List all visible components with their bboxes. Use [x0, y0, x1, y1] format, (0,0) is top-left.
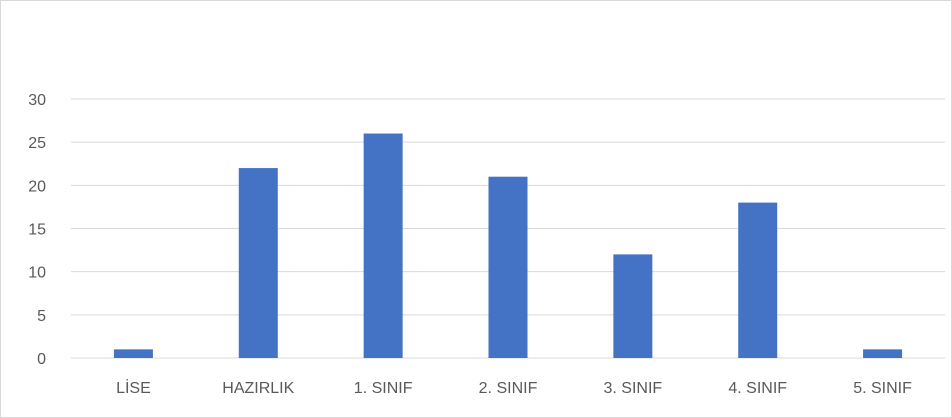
y-tick-label: 10 [28, 265, 46, 282]
bar [364, 134, 403, 358]
x-tick-label: 2. SINIF [479, 380, 538, 397]
y-tick-label: 0 [37, 351, 46, 368]
x-tick-label: LİSE [116, 378, 151, 397]
bar [863, 349, 902, 358]
x-tick-label: 3. SINIF [604, 380, 663, 397]
x-tick-label: 1. SINIF [354, 380, 413, 397]
x-axis-tick-labels: LİSE HAZIRLIK 1. SINIF 2. SINIF 3. SINIF 4. S… [116, 378, 912, 397]
bar [489, 177, 528, 358]
x-tick-label: 5. SINIF [853, 380, 912, 397]
x-tick-label: HAZIRLIK [222, 380, 294, 397]
bar [613, 254, 652, 358]
y-tick-label: 5 [37, 308, 46, 325]
bar [239, 168, 278, 358]
y-tick-label: 30 [28, 92, 46, 109]
y-axis-tick-labels: 0 5 10 15 20 25 30 [28, 92, 46, 368]
y-tick-label: 15 [28, 222, 46, 239]
y-tick-label: 20 [28, 178, 46, 195]
bar [738, 203, 777, 358]
y-tick-label: 25 [28, 135, 46, 152]
bars [114, 134, 902, 358]
x-tick-label: 4. SINIF [728, 380, 787, 397]
bar [114, 349, 153, 358]
